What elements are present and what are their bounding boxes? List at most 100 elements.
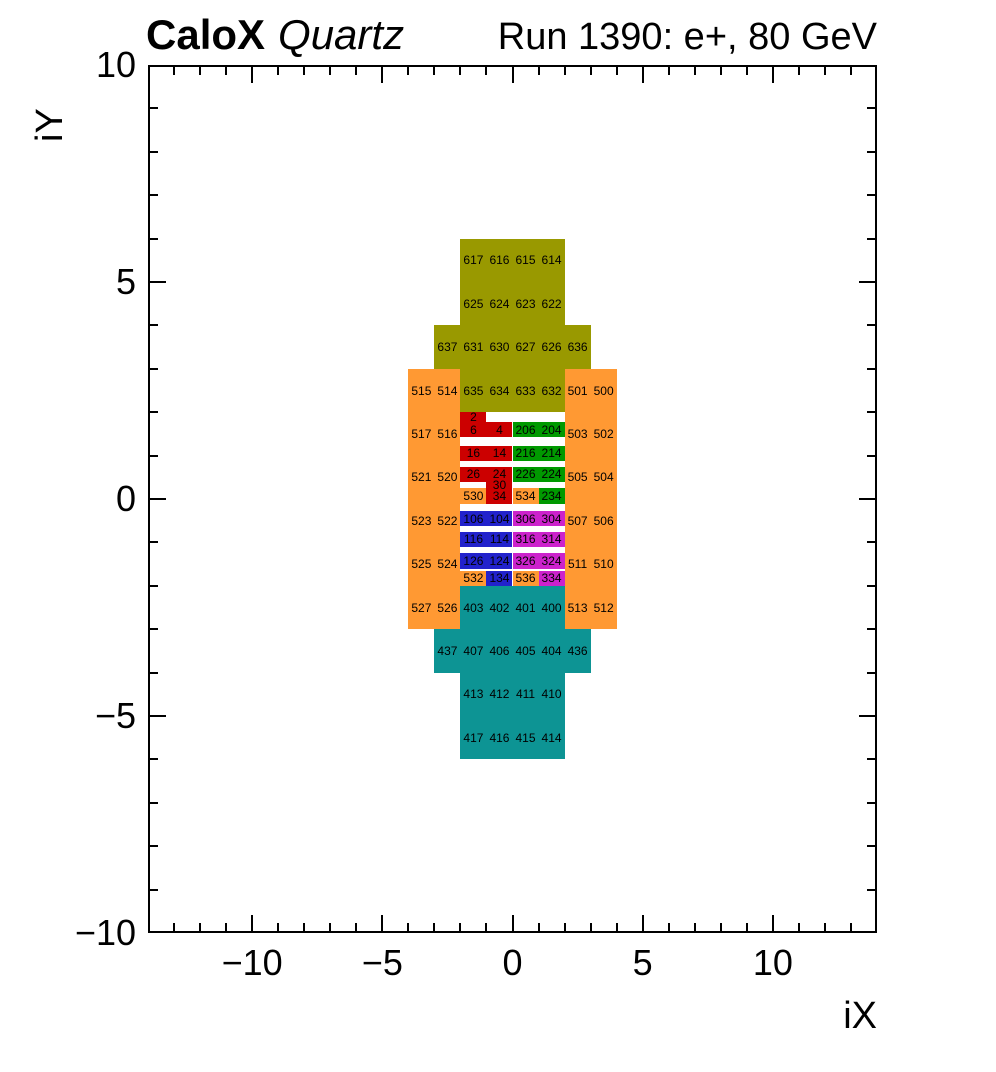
channel-527: 527 xyxy=(411,600,432,615)
cell-216: 216 xyxy=(512,445,539,462)
x-tick xyxy=(355,65,358,75)
channel-522: 522 xyxy=(437,513,458,528)
x-tick xyxy=(719,923,722,933)
channel-516: 516 xyxy=(437,426,458,441)
x-tick xyxy=(303,65,306,75)
y-tick xyxy=(148,671,158,674)
x-tick xyxy=(771,65,774,83)
x-tick xyxy=(355,923,358,933)
y-tick-label: −10 xyxy=(74,912,136,953)
x-tick xyxy=(199,65,202,75)
cell-26: 26 xyxy=(460,466,487,482)
channel-401: 401 xyxy=(515,600,536,615)
cell-534: 534 xyxy=(512,488,539,504)
channel-636: 636 xyxy=(567,340,588,355)
channel-514: 514 xyxy=(437,383,458,398)
x-tick xyxy=(823,923,826,933)
y-tick xyxy=(867,454,877,457)
x-tick xyxy=(199,923,202,933)
y-tick xyxy=(867,628,877,631)
x-tick xyxy=(745,923,748,933)
channel-505: 505 xyxy=(567,470,588,485)
y-tick xyxy=(867,584,877,587)
x-tick xyxy=(849,65,852,75)
x-tick xyxy=(329,923,332,933)
channel-502: 502 xyxy=(593,426,614,441)
x-tick xyxy=(667,923,670,933)
x-tick xyxy=(797,923,800,933)
channel-614: 614 xyxy=(541,253,562,268)
y-tick xyxy=(148,107,158,110)
block-olive xyxy=(460,368,565,413)
channel-520: 520 xyxy=(437,470,458,485)
block-olive xyxy=(460,238,565,326)
y-tick xyxy=(867,411,877,414)
channel-436: 436 xyxy=(567,643,588,658)
x-axis-title: iX xyxy=(843,995,877,1037)
cell-314: 314 xyxy=(538,531,565,547)
y-tick xyxy=(148,584,158,587)
x-tick xyxy=(459,65,462,75)
x-tick xyxy=(225,65,228,75)
channel-414: 414 xyxy=(541,730,562,745)
y-tick xyxy=(148,888,158,891)
channel-30: 30 xyxy=(492,478,507,493)
y-tick-label: −5 xyxy=(94,695,136,736)
channel-402: 402 xyxy=(489,600,510,615)
cell-324: 324 xyxy=(538,553,565,569)
y-tick xyxy=(148,801,158,804)
channel-632: 632 xyxy=(541,383,562,398)
detector-name: Quartz xyxy=(278,11,405,58)
x-tick xyxy=(329,65,332,75)
x-tick xyxy=(797,65,800,75)
cell-6: 6 xyxy=(460,421,487,438)
y-tick xyxy=(148,194,158,197)
channel-525: 525 xyxy=(411,557,432,572)
y-tick xyxy=(867,671,877,674)
y-tick xyxy=(867,324,877,327)
channel-617: 617 xyxy=(463,253,484,268)
cell-530: 530 xyxy=(460,488,487,504)
channel-517: 517 xyxy=(411,426,432,441)
x-tick xyxy=(823,65,826,75)
x-tick xyxy=(641,915,644,933)
channel-507: 507 xyxy=(567,513,588,528)
x-tick xyxy=(459,923,462,933)
cell-126: 126 xyxy=(460,553,487,569)
x-tick xyxy=(225,923,228,933)
x-tick xyxy=(849,923,852,933)
y-tick xyxy=(148,845,158,848)
x-tick-label: 5 xyxy=(632,942,653,983)
y-axis-title: iY xyxy=(29,108,71,142)
y-tick-label: 10 xyxy=(95,44,136,85)
cell-304: 304 xyxy=(538,510,565,527)
x-tick xyxy=(589,65,592,75)
channel-415: 415 xyxy=(515,730,536,745)
channel-511: 511 xyxy=(568,557,588,572)
cell-204: 204 xyxy=(538,421,565,438)
channel-506: 506 xyxy=(593,513,614,528)
x-tick xyxy=(277,923,280,933)
channel-513: 513 xyxy=(567,600,588,615)
y-tick xyxy=(148,324,158,327)
channel-410: 410 xyxy=(541,687,562,702)
cell-206: 206 xyxy=(512,421,539,438)
channel-615: 615 xyxy=(515,253,536,268)
y-tick xyxy=(867,845,877,848)
x-tick xyxy=(381,915,384,933)
channel-403: 403 xyxy=(463,600,484,615)
y-tick xyxy=(867,367,877,370)
cell-4: 4 xyxy=(486,421,513,438)
y-tick xyxy=(148,541,158,544)
channel-400: 400 xyxy=(541,600,562,615)
x-tick xyxy=(537,65,540,75)
channel-2: 2 xyxy=(470,410,477,425)
y-tick-label: 5 xyxy=(115,261,136,302)
y-tick xyxy=(859,715,877,717)
x-tick xyxy=(693,923,696,933)
cell-106: 106 xyxy=(460,510,487,527)
y-tick xyxy=(148,758,158,761)
x-tick xyxy=(407,65,410,75)
channel-405: 405 xyxy=(515,643,536,658)
